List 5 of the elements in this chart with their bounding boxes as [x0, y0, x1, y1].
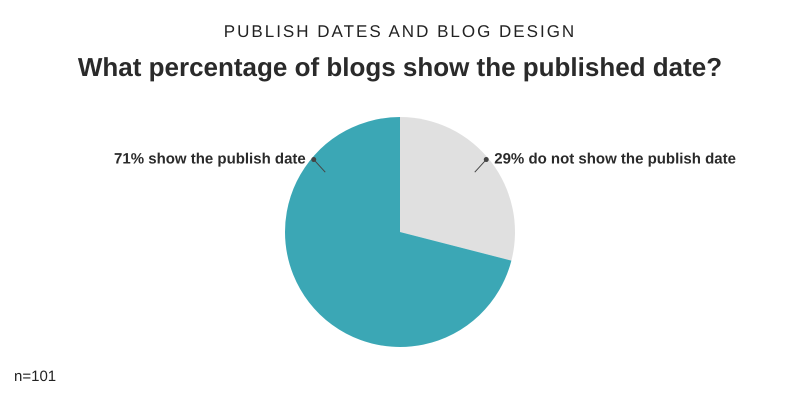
chart-title: What percentage of blogs show the published date? — [76, 52, 724, 83]
slice-label: 71% show the publish date — [114, 150, 306, 168]
slice-label: 29% do not show the publish date — [494, 150, 736, 168]
chart-subtitle: PUBLISH DATES AND BLOG DESIGN — [222, 22, 578, 42]
text: n=101 — [14, 368, 56, 385]
